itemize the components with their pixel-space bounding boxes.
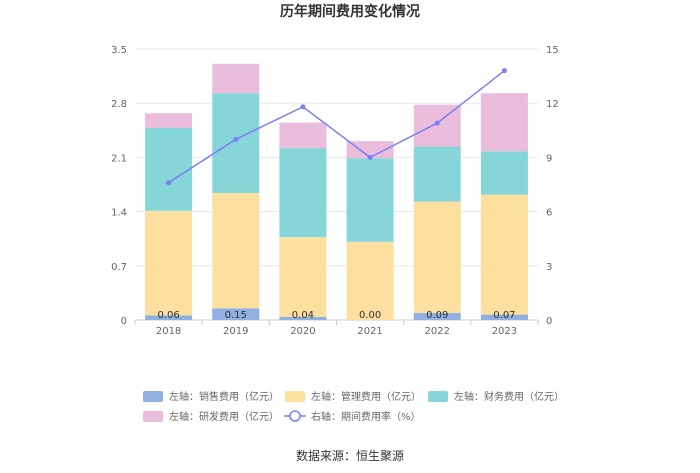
- x-tick-label: 2018: [156, 326, 181, 337]
- x-tick-label: 2021: [357, 326, 382, 337]
- x-tick-label: 2022: [425, 326, 450, 337]
- admin-expense-bar: [145, 210, 193, 316]
- legend-swatch: [143, 411, 163, 422]
- source-text: 数据来源：恒生聚源: [296, 448, 404, 463]
- admin-expense-bar: [279, 237, 327, 317]
- legend-swatch: [285, 391, 305, 402]
- finance-expense-bar: [346, 158, 394, 242]
- legend-label: 左轴：财务费用（亿元）: [454, 390, 564, 403]
- right-tick-label: 12: [546, 99, 559, 110]
- sales-expense-bar: [480, 314, 528, 320]
- rd-expense-bar: [145, 113, 193, 128]
- left-tick-label: 0: [121, 316, 127, 327]
- left-tick-label: 2.8: [111, 99, 127, 110]
- left-tick-label: 1.4: [111, 208, 127, 219]
- right-tick-label: 9: [546, 153, 552, 164]
- admin-expense-bar: [413, 201, 461, 314]
- right-tick-label: 15: [546, 45, 559, 56]
- legend-swatch: [289, 410, 301, 422]
- finance-expense-bar: [212, 93, 260, 194]
- rd-expense-bar: [346, 141, 394, 159]
- rate-line-path: [168, 70, 505, 184]
- sales-data-label: 0.15: [225, 310, 247, 321]
- admin-expense-bar: [212, 193, 260, 309]
- left-tick-label: 0.7: [111, 262, 127, 273]
- right-axis: 0 3 6 9 12 15: [546, 45, 559, 327]
- x-tick-label: 2023: [492, 326, 517, 337]
- sales-expense-bar: [413, 313, 461, 320]
- admin-expense-bar: [480, 194, 528, 315]
- sales-expense-bar: [145, 315, 193, 320]
- rate-point: [166, 180, 172, 186]
- chart-title: 历年期间费用变化情况: [280, 3, 420, 20]
- legend: 左轴：销售费用（亿元） 左轴：管理费用（亿元） 左轴：财务费用（亿元） 左轴：研发费用…: [143, 390, 564, 423]
- sales-data-label: 0.00: [359, 310, 381, 321]
- legend-swatch: [428, 391, 448, 402]
- rate-point: [367, 154, 373, 160]
- sales-expense-bar: [212, 308, 260, 320]
- rate-point: [233, 136, 239, 142]
- finance-expense-bar: [145, 127, 193, 211]
- sales-data-label: 0.06: [157, 310, 179, 321]
- x-axis: 2018 2019 2020 2021 2022 2023: [134, 320, 539, 337]
- x-tick-label: 2020: [290, 326, 315, 337]
- bars: 0.06 0.15 0.04 0.00 0.09 0.07: [145, 63, 528, 321]
- left-tick-label: 3.5: [111, 45, 127, 56]
- rate-point: [434, 120, 440, 126]
- legend-label: 左轴：管理费用（亿元）: [311, 390, 421, 403]
- rate-point: [300, 104, 306, 110]
- admin-expense-bar: [346, 241, 394, 320]
- finance-expense-bar: [413, 146, 461, 202]
- legend-swatch: [143, 391, 163, 402]
- right-tick-label: 3: [546, 262, 552, 273]
- sales-expense-bar: [279, 316, 327, 320]
- legend-label: 左轴：研发费用（亿元）: [169, 410, 279, 423]
- left-tick-label: 2.1: [111, 153, 127, 164]
- rd-expense-bar: [480, 93, 528, 152]
- right-tick-label: 6: [546, 208, 552, 219]
- right-tick-label: 0: [546, 316, 552, 327]
- left-axis: 0 0.7 1.4 2.1 2.8 3.5: [111, 45, 127, 327]
- finance-expense-bar: [480, 151, 528, 195]
- sales-data-label: 0.07: [493, 310, 515, 321]
- rate-point: [501, 68, 507, 74]
- sales-data-label: 0.09: [426, 310, 448, 321]
- rate-line: [166, 68, 507, 186]
- rd-expense-bar: [279, 122, 327, 149]
- grid: [135, 48, 538, 321]
- x-tick-label: 2019: [223, 326, 248, 337]
- rd-expense-bar: [212, 63, 260, 94]
- finance-expense-bar: [279, 148, 327, 238]
- sales-data-label: 0.04: [292, 310, 314, 321]
- legend-label: 左轴：销售费用（亿元）: [169, 390, 279, 403]
- legend-label: 右轴：期间费用率（%）: [311, 410, 421, 423]
